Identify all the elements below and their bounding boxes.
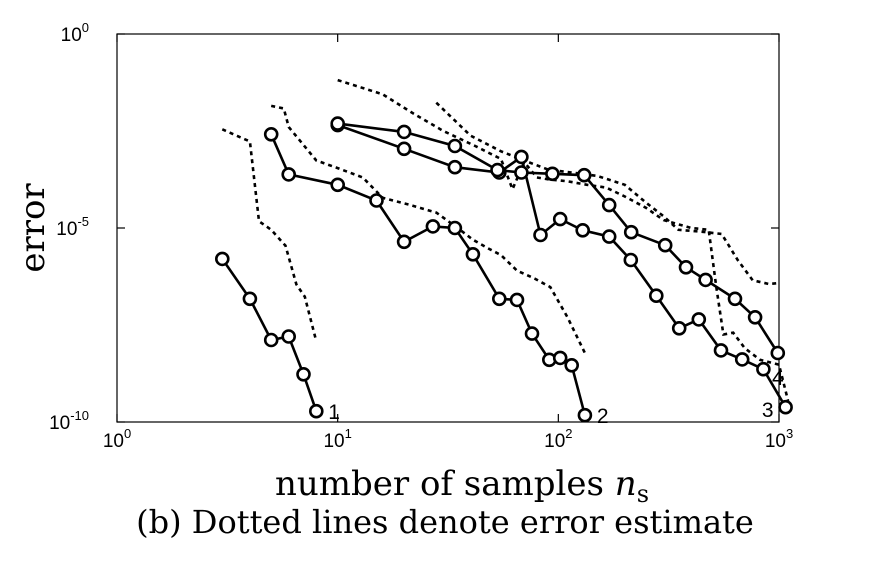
error-marker-3 (533, 227, 548, 243)
estimate-line-2 (270, 104, 587, 354)
x-axis-label: number of samples ns (275, 464, 649, 508)
series-label-1: 1 (328, 401, 340, 424)
error-marker-3 (552, 211, 568, 227)
x-tick-label: 101 (323, 426, 351, 452)
error-marker-2 (491, 291, 507, 307)
y-tick-label: 10-5 (56, 214, 89, 240)
series-labels: 1 2 3 4 (328, 367, 784, 428)
error-marker-4 (330, 116, 346, 131)
error-lines (215, 116, 793, 423)
error-marker-1 (242, 291, 258, 307)
error-marker-4 (601, 197, 617, 213)
error-marker-2 (564, 357, 580, 373)
error-marker-2 (425, 219, 441, 234)
error-marker-4 (770, 345, 786, 361)
error-marker-3 (671, 320, 687, 336)
error-marker-4 (447, 138, 463, 154)
error-marker-3 (447, 159, 463, 175)
error-marker-3 (623, 252, 639, 268)
error-marker-3 (601, 229, 617, 244)
error-marker-4 (623, 224, 639, 240)
error-marker-4 (678, 259, 694, 275)
error-marker-3 (756, 361, 771, 377)
x-tick-label: 102 (544, 426, 572, 452)
error-marker-2 (281, 167, 297, 182)
axis-ticks: 100 101 102 103 100 10-5 10-10 (49, 20, 793, 452)
error-marker-4 (490, 162, 505, 178)
error-marker-2 (330, 177, 346, 193)
error-marker-3 (648, 288, 664, 304)
y-tick-label: 100 (61, 20, 89, 46)
figure-caption: (b) Dotted lines denote error estimate (136, 503, 754, 541)
error-marker-2 (524, 326, 540, 341)
error-marker-3 (778, 399, 793, 415)
error-marker-3 (691, 312, 707, 327)
error-marker-3 (713, 343, 729, 358)
error-marker-4 (545, 166, 560, 182)
error-marker-3 (734, 352, 750, 367)
error-marker-2 (465, 247, 481, 262)
series-label-4: 4 (772, 367, 784, 390)
y-axis-label: error (13, 183, 53, 273)
error-marker-1 (215, 251, 230, 267)
error-marker-3 (575, 223, 591, 238)
error-marker-2 (509, 292, 525, 308)
error-marker-3 (396, 141, 412, 157)
error-marker-2 (263, 127, 279, 142)
error-marker-2 (369, 193, 384, 208)
error-marker-4 (727, 291, 743, 307)
error-marker-4 (698, 272, 713, 288)
error-marker-2 (396, 234, 412, 250)
error-marker-2 (447, 220, 463, 236)
error-marker-4 (657, 237, 673, 253)
error-marker-2 (577, 407, 593, 423)
x-tick-label: 100 (103, 426, 131, 452)
error-marker-4 (747, 309, 763, 325)
error-marker-2 (552, 350, 568, 366)
error-marker-1 (308, 403, 324, 419)
error-marker-4 (576, 167, 592, 183)
estimate-line-1 (221, 128, 318, 342)
series-label-2: 2 (597, 405, 609, 428)
error-marker-1 (281, 329, 297, 344)
y-tick-label: 10-10 (49, 408, 89, 434)
error-marker-4 (514, 165, 529, 180)
series-label-3: 3 (762, 399, 774, 422)
error-marker-1 (263, 332, 279, 348)
error-marker-1 (296, 366, 311, 382)
error-marker-3 (514, 149, 529, 165)
error-marker-4 (396, 124, 412, 140)
estimate-line-3 (337, 78, 790, 402)
x-tick-label: 103 (765, 426, 793, 452)
